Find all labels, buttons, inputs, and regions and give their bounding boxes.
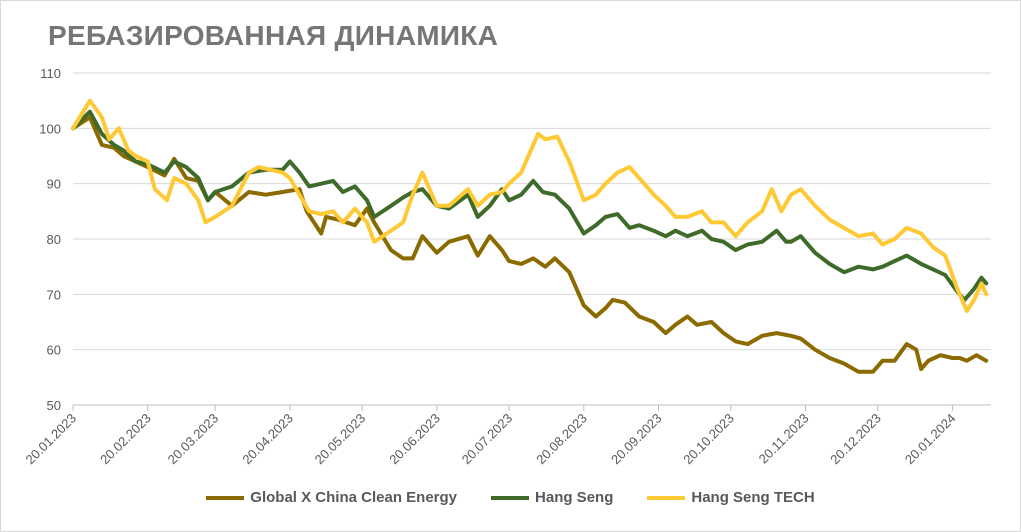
- legend-swatch: [491, 495, 530, 500]
- x-tick-label: 20.02.2023: [97, 411, 154, 468]
- legend-item: Global X China Clean Energy: [206, 489, 457, 506]
- x-tick-label: 20.07.2023: [459, 411, 516, 468]
- legend-swatch: [206, 495, 245, 500]
- y-tick-label: 100: [39, 121, 61, 136]
- y-tick-label: 50: [47, 398, 61, 413]
- legend-swatch: [647, 495, 686, 500]
- series-line-2: [71, 109, 989, 302]
- legend-label: Hang Seng: [535, 489, 614, 506]
- series-line-1: [71, 115, 989, 374]
- legend: Global X China Clean Energy Hang Seng Hang…: [0, 489, 1021, 506]
- x-tick-label: 20.10.2023: [680, 411, 737, 468]
- y-tick-label: 90: [47, 177, 61, 192]
- x-tick-label: 20.04.2023: [239, 411, 296, 468]
- x-tick-label: 20.01.2024: [902, 411, 959, 468]
- legend-label: Hang Seng TECH: [691, 489, 815, 506]
- y-tick-label: 80: [47, 232, 61, 247]
- series-lines: [71, 98, 989, 374]
- x-tick-label: 20.06.2023: [386, 411, 443, 468]
- chart-title: РЕБАЗИРОВАННАЯ ДИНАМИКА: [48, 20, 499, 51]
- x-tick-label: 20.03.2023: [165, 411, 222, 468]
- series-line-3: [71, 98, 989, 313]
- x-tick-label: 20.12.2023: [827, 411, 884, 468]
- x-tick-label: 20.11.2023: [756, 411, 812, 467]
- grid-lines: [73, 72, 991, 351]
- y-tick-label: 70: [47, 287, 61, 302]
- legend-label: Global X China Clean Energy: [250, 489, 458, 506]
- legend-item: Hang Seng: [491, 489, 613, 506]
- x-tick-label: 20.09.2023: [608, 411, 665, 468]
- y-tick-label: 60: [47, 343, 61, 358]
- x-tick-label: 20.08.2023: [533, 411, 590, 468]
- y-axis: 50 60 70 80 90 100 110: [39, 66, 61, 413]
- x-axis: 20.01.2023 20.02.2023 20.03.2023 20.04.2023…: [22, 404, 991, 468]
- x-tick-label: 20.01.2023: [22, 411, 79, 468]
- x-tick-label: 20.05.2023: [312, 411, 369, 468]
- legend-item: Hang Seng TECH: [647, 489, 815, 506]
- y-tick-label: 110: [40, 66, 61, 81]
